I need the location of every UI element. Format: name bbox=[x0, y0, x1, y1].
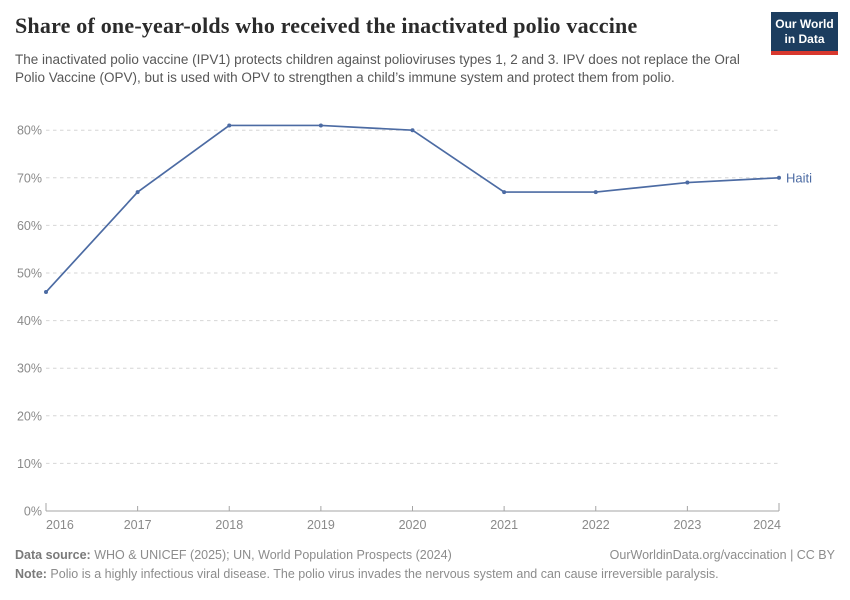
x-tick-label: 2021 bbox=[490, 518, 518, 532]
series-line bbox=[45, 124, 780, 293]
x-tick-label: 2018 bbox=[215, 518, 243, 532]
chart-subtitle: The inactivated polio vaccine (IPV1) pro… bbox=[15, 52, 740, 86]
data-point bbox=[502, 190, 507, 195]
chart-footer: Data source: WHO & UNICEF (2025); UN, Wo… bbox=[15, 546, 835, 585]
attribution-link[interactable]: OurWorldinData.org/vaccination | CC BY bbox=[609, 548, 835, 562]
line-chart-svg: 0% 10% 20% 30% 40% 50% 60% 70% 80% 2016 2017 2018 20… bbox=[17, 123, 812, 532]
data-point bbox=[44, 290, 48, 295]
y-tick-label: 30% bbox=[17, 362, 42, 376]
data-source: Data source: WHO & UNICEF (2025); UN, Wo… bbox=[15, 546, 452, 565]
y-tick-label: 20% bbox=[17, 409, 42, 423]
y-tick-label: 80% bbox=[17, 124, 42, 138]
note-text: Polio is a highly infectious viral disea… bbox=[46, 567, 719, 582]
data-point bbox=[410, 128, 415, 133]
x-tick-label: 2017 bbox=[124, 518, 152, 532]
data-point bbox=[135, 190, 140, 195]
data-point bbox=[593, 190, 598, 195]
data-point bbox=[227, 123, 232, 128]
series-label: Haiti bbox=[786, 170, 812, 185]
x-tick-label: 2016 bbox=[46, 518, 74, 532]
owid-logo: Our World in Data bbox=[771, 12, 838, 55]
x-tick-label: 2022 bbox=[582, 518, 610, 532]
chart-note: Note: Polio is a highly infectious viral… bbox=[15, 565, 835, 584]
owid-logo-line2: in Data bbox=[784, 32, 825, 46]
y-tick-label: 70% bbox=[17, 171, 42, 185]
page-title: Share of one-year-olds who received the … bbox=[15, 13, 638, 38]
note-label: Note: bbox=[15, 567, 47, 582]
y-tick-label: 10% bbox=[17, 457, 42, 471]
owid-logo-line1: Our World bbox=[775, 17, 834, 31]
x-tick-label: 2024 bbox=[753, 518, 781, 532]
y-tick-label: 40% bbox=[17, 314, 42, 328]
data-point bbox=[777, 175, 781, 180]
y-tick-label: 50% bbox=[17, 267, 42, 281]
y-tick-label: 60% bbox=[17, 219, 42, 233]
data-point bbox=[318, 123, 323, 128]
data-point bbox=[685, 180, 690, 185]
x-tick-label: 2020 bbox=[399, 518, 427, 532]
data-source-text: WHO & UNICEF (2025); UN, World Populatio… bbox=[90, 548, 452, 562]
y-tick-label: 0% bbox=[24, 505, 42, 519]
x-tick-label: 2023 bbox=[673, 518, 701, 532]
x-tick-label: 2019 bbox=[307, 518, 335, 532]
data-source-label: Data source: bbox=[15, 548, 91, 562]
line-chart: 0% 10% 20% 30% 40% 50% 60% 70% 80% 2016 2017 2018 20… bbox=[0, 110, 850, 540]
